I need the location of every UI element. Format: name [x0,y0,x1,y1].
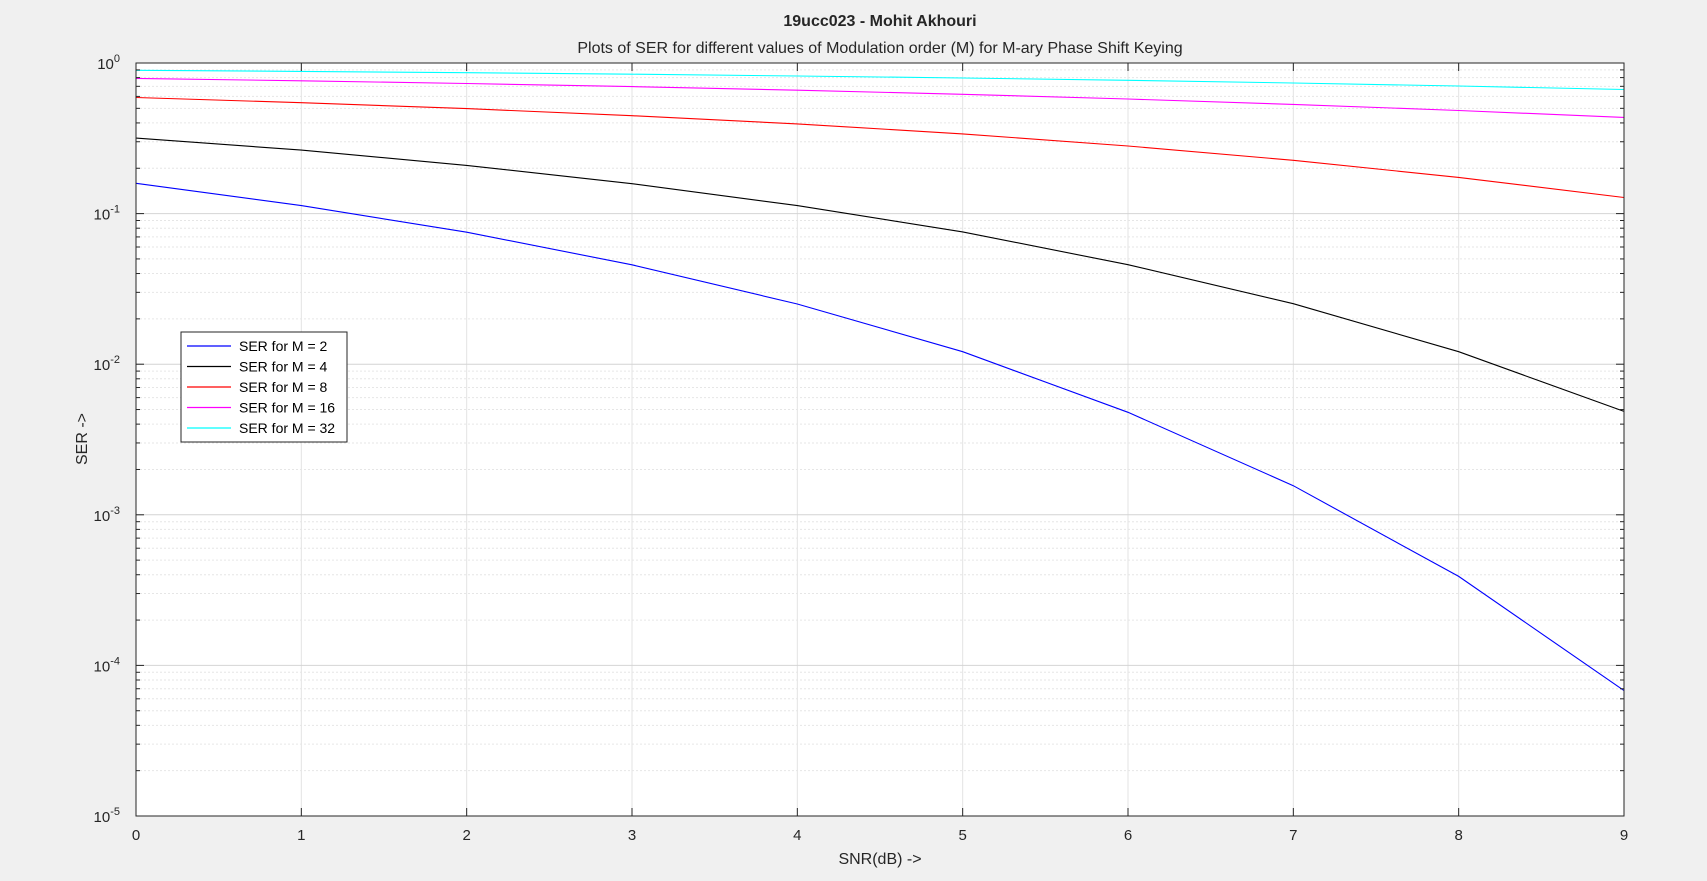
x-tick-label: 6 [1124,827,1132,844]
legend-label: SER for M = 8 [239,379,328,395]
x-tick-label: 7 [1289,827,1297,844]
series-line-m16 [135,77,1625,118]
series-line-m32 [135,69,1625,91]
x-tick-label: 5 [958,827,966,844]
x-axis-label: SNR(dB) -> [838,851,921,868]
y-tick-label: 10-3 [94,505,120,525]
x-tick-label: 9 [1620,827,1628,844]
ticks: 0 1 2 3 4 5 6 7 8 9 100 10-1 10-2 10-3 10-4 10-5 [94,53,1629,844]
grid [136,63,1624,816]
x-tick-label: 0 [132,827,140,844]
y-tick-label: 10-5 [94,806,120,826]
y-tick-label: 10-1 [94,204,120,224]
x-tick-label: 1 [297,827,305,844]
plot-border [135,62,1625,817]
series-line-m2 [135,182,1625,692]
x-tick-label: 4 [793,827,801,844]
plot-area [136,63,1624,816]
series-layer [135,69,1625,692]
legend-label: SER for M = 2 [239,338,328,354]
chart-subtitle: Plots of SER for different values of Mod… [577,40,1182,57]
legend-label: SER for M = 16 [239,400,335,416]
chart-title: 19ucc023 - Mohit Akhouri [783,13,976,30]
legend-label: SER for M = 32 [239,420,335,436]
y-axis-label: SER -> [74,413,91,465]
y-tick-label: 10-2 [94,354,120,374]
legend: SER for M = 2 SER for M = 4 SER for M = 8 S… [180,331,348,443]
x-tick-label: 8 [1454,827,1462,844]
x-tick-label: 3 [628,827,636,844]
series-line-m8 [135,96,1625,199]
series-line-m4 [135,137,1625,412]
y-tick-label: 10-4 [94,655,120,675]
legend-label: SER for M = 4 [239,359,328,375]
y-tick-label: 100 [97,53,120,73]
x-tick-label: 2 [462,827,470,844]
